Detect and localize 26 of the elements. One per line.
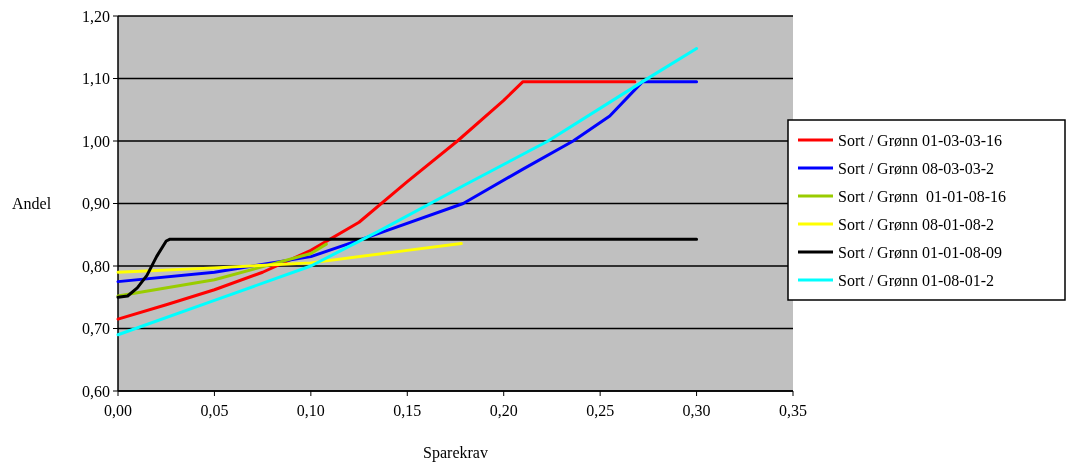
x-tick-label: 0,20 (489, 402, 518, 419)
y-tick-label: 0,70 (82, 320, 110, 338)
y-tick-label: 1,20 (82, 7, 110, 25)
x-axis-title: Sparekrav (423, 444, 488, 462)
x-tick-label: 0,10 (296, 402, 325, 419)
x-tick-label: 0,25 (586, 402, 615, 419)
line-series (116, 47, 699, 337)
line-series (116, 242, 463, 274)
legend-label: Sort / Grønn 01-08-01-2 (838, 271, 994, 289)
y-tick-label: 0,90 (82, 195, 110, 213)
y-tick-label: 0,60 (82, 382, 110, 400)
line-series (116, 80, 637, 321)
legend-label: Sort / Grønn 01-01-08-16 (838, 187, 1006, 205)
y-tick-label: 1,10 (82, 70, 110, 88)
legend-label: Sort / Grønn 08-03-03-2 (838, 159, 994, 177)
legend-label: Sort / Grønn 08-01-08-2 (838, 215, 994, 233)
x-tick-label: 0,30 (682, 402, 711, 419)
legend-label: Sort / Grønn 01-01-08-09 (838, 243, 1002, 261)
x-tick-label: 0,15 (393, 402, 422, 419)
x-tick-label: 0,05 (200, 402, 229, 419)
x-tick-label: 0,00 (104, 402, 132, 419)
x-tick-label: 0,35 (779, 402, 807, 419)
y-tick-label: 0,80 (82, 257, 110, 275)
y-axis-title: Andel (12, 195, 52, 213)
legend-label: Sort / Grønn 01-03-03-16 (838, 131, 1002, 149)
y-tick-label: 1,00 (82, 132, 110, 150)
